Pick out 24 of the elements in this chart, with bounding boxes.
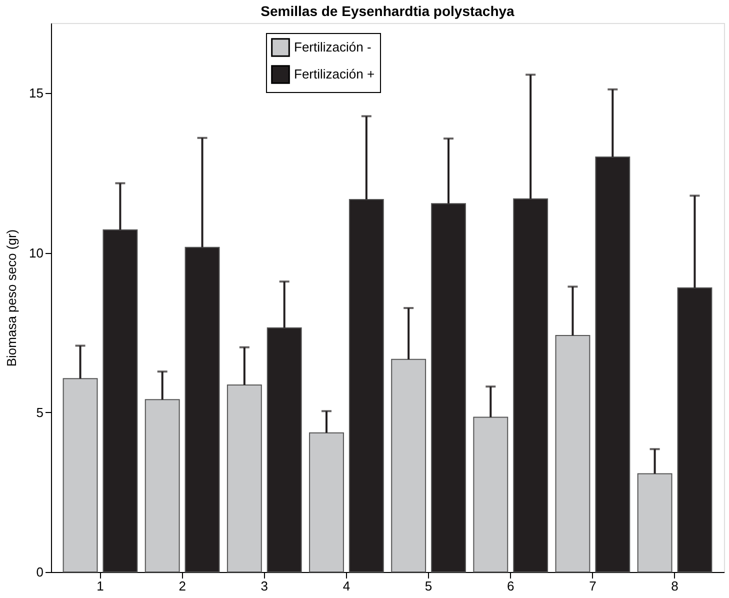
x-tick-label: 7	[589, 578, 596, 594]
bar	[637, 473, 672, 572]
chart-title: Semillas de Eysenhardtia polystachya	[260, 3, 515, 19]
x-tick-label: 5	[424, 578, 432, 594]
bar	[309, 432, 344, 572]
y-tick-label: 0	[36, 564, 44, 580]
x-tick-label: 6	[506, 578, 514, 594]
y-tick-label: 5	[36, 404, 44, 420]
bar	[62, 378, 98, 572]
x-tick-label: 4	[342, 578, 350, 594]
bar	[391, 358, 426, 572]
x-tick-label: 3	[260, 578, 268, 594]
x-tick-label: 8	[671, 578, 678, 594]
bar	[473, 416, 508, 572]
bar	[144, 399, 180, 572]
y-tick-label: 15	[29, 86, 44, 101]
x-tick-label: 2	[178, 578, 186, 594]
bar	[555, 334, 590, 572]
legend-label: Fertilización -	[294, 40, 372, 54]
legend-label: Fertilización +	[294, 66, 375, 82]
bar	[226, 384, 262, 572]
x-tick-label: 1	[96, 578, 104, 594]
y-axis-title: Biomasa peso seco (gr)	[4, 229, 20, 367]
y-tick-label: 10	[29, 245, 44, 260]
